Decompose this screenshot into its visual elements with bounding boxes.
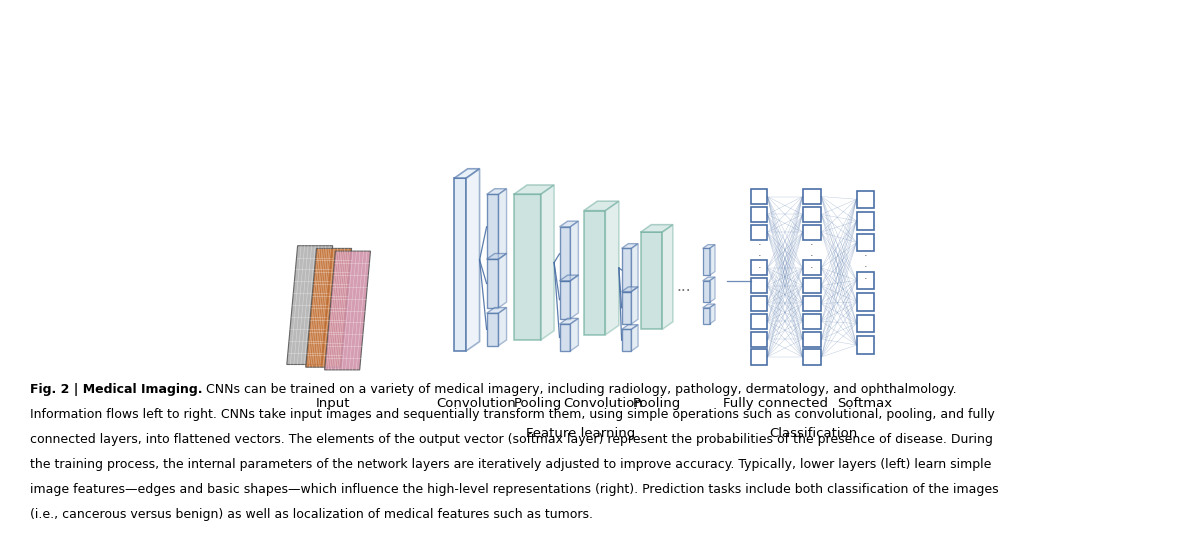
Polygon shape (631, 244, 638, 292)
Bar (857, 272, 874, 289)
Text: ·
·
·: · · · (810, 240, 814, 273)
Polygon shape (455, 168, 480, 178)
Text: CNNs can be trained on a variety of medical imagery, including radiology, pathol: CNNs can be trained on a variety of medi… (203, 383, 958, 396)
Polygon shape (559, 221, 578, 227)
Text: Softmax: Softmax (838, 397, 892, 410)
Polygon shape (559, 319, 578, 324)
Polygon shape (662, 225, 673, 329)
Bar (803, 296, 821, 311)
Polygon shape (325, 251, 371, 370)
Polygon shape (709, 277, 715, 302)
Text: Convolution: Convolution (563, 397, 642, 410)
Text: Classification: Classification (769, 427, 858, 440)
Bar (751, 314, 768, 329)
Polygon shape (703, 304, 715, 308)
Polygon shape (487, 308, 506, 313)
Polygon shape (622, 244, 638, 248)
Bar (751, 260, 768, 275)
Polygon shape (306, 248, 352, 367)
Polygon shape (622, 248, 631, 292)
Bar (803, 332, 821, 347)
Text: ·
·
·: · · · (863, 251, 866, 284)
Bar (803, 278, 821, 293)
Bar (803, 314, 821, 329)
Bar (857, 315, 874, 332)
Text: Information flows left to right. CNNs take input images and sequentially transfo: Information flows left to right. CNNs ta… (30, 408, 995, 421)
Polygon shape (487, 254, 506, 259)
Polygon shape (514, 194, 541, 340)
Polygon shape (631, 325, 638, 351)
Polygon shape (584, 201, 619, 211)
Polygon shape (703, 308, 709, 324)
Bar (803, 189, 821, 204)
Polygon shape (570, 221, 578, 281)
Polygon shape (570, 275, 578, 319)
Polygon shape (466, 168, 480, 351)
Polygon shape (487, 313, 498, 346)
Bar (803, 260, 821, 275)
Text: Pooling: Pooling (632, 397, 680, 410)
Text: ·
·
·: · · · (757, 240, 761, 273)
Text: Feature learning: Feature learning (527, 427, 636, 440)
Bar (751, 189, 768, 204)
Polygon shape (559, 275, 578, 281)
Text: Fully connected: Fully connected (724, 397, 828, 410)
Polygon shape (641, 225, 673, 232)
Polygon shape (514, 185, 554, 194)
Text: Convolution: Convolution (436, 397, 516, 410)
Polygon shape (709, 304, 715, 324)
Polygon shape (487, 189, 506, 194)
Polygon shape (498, 308, 506, 346)
Bar (857, 212, 874, 230)
Bar (857, 234, 874, 251)
Polygon shape (487, 194, 498, 259)
Polygon shape (487, 259, 498, 308)
Bar (751, 225, 768, 240)
Bar (751, 349, 768, 364)
Polygon shape (622, 325, 638, 329)
Polygon shape (287, 246, 332, 364)
Polygon shape (709, 245, 715, 275)
Bar (751, 278, 768, 293)
Text: image features—edges and basic shapes—which influence the high-level representat: image features—edges and basic shapes—wh… (30, 483, 998, 496)
Text: Input: Input (316, 397, 350, 410)
Text: the training process, the internal parameters of the network layers are iterativ: the training process, the internal param… (30, 458, 991, 471)
Bar (751, 207, 768, 222)
Polygon shape (559, 324, 570, 351)
Polygon shape (622, 292, 631, 324)
Bar (751, 332, 768, 347)
Bar (857, 191, 874, 208)
Polygon shape (622, 329, 631, 351)
Polygon shape (455, 178, 466, 351)
Polygon shape (631, 287, 638, 324)
Polygon shape (498, 254, 506, 308)
Text: (i.e., cancerous versus benign) as well as localization of medical features such: (i.e., cancerous versus benign) as well … (30, 509, 593, 522)
Bar (857, 293, 874, 310)
Polygon shape (703, 277, 715, 281)
Polygon shape (584, 211, 606, 335)
Bar (803, 207, 821, 222)
Bar (803, 349, 821, 364)
Bar (751, 296, 768, 311)
Polygon shape (622, 287, 638, 292)
Polygon shape (570, 319, 578, 351)
Text: Fig. 2 | Medical Imaging.: Fig. 2 | Medical Imaging. (30, 383, 203, 396)
Text: ...: ... (677, 279, 691, 294)
Bar (803, 225, 821, 240)
Text: connected layers, into flattened vectors. The elements of the output vector (sof: connected layers, into flattened vectors… (30, 433, 992, 446)
Polygon shape (498, 189, 506, 259)
Polygon shape (541, 185, 554, 340)
Polygon shape (606, 201, 619, 335)
Polygon shape (559, 281, 570, 319)
Polygon shape (703, 281, 709, 302)
Polygon shape (559, 227, 570, 281)
Bar (857, 336, 874, 354)
Polygon shape (703, 248, 709, 275)
Polygon shape (703, 245, 715, 248)
Text: Pooling: Pooling (514, 397, 562, 410)
Polygon shape (641, 232, 662, 329)
